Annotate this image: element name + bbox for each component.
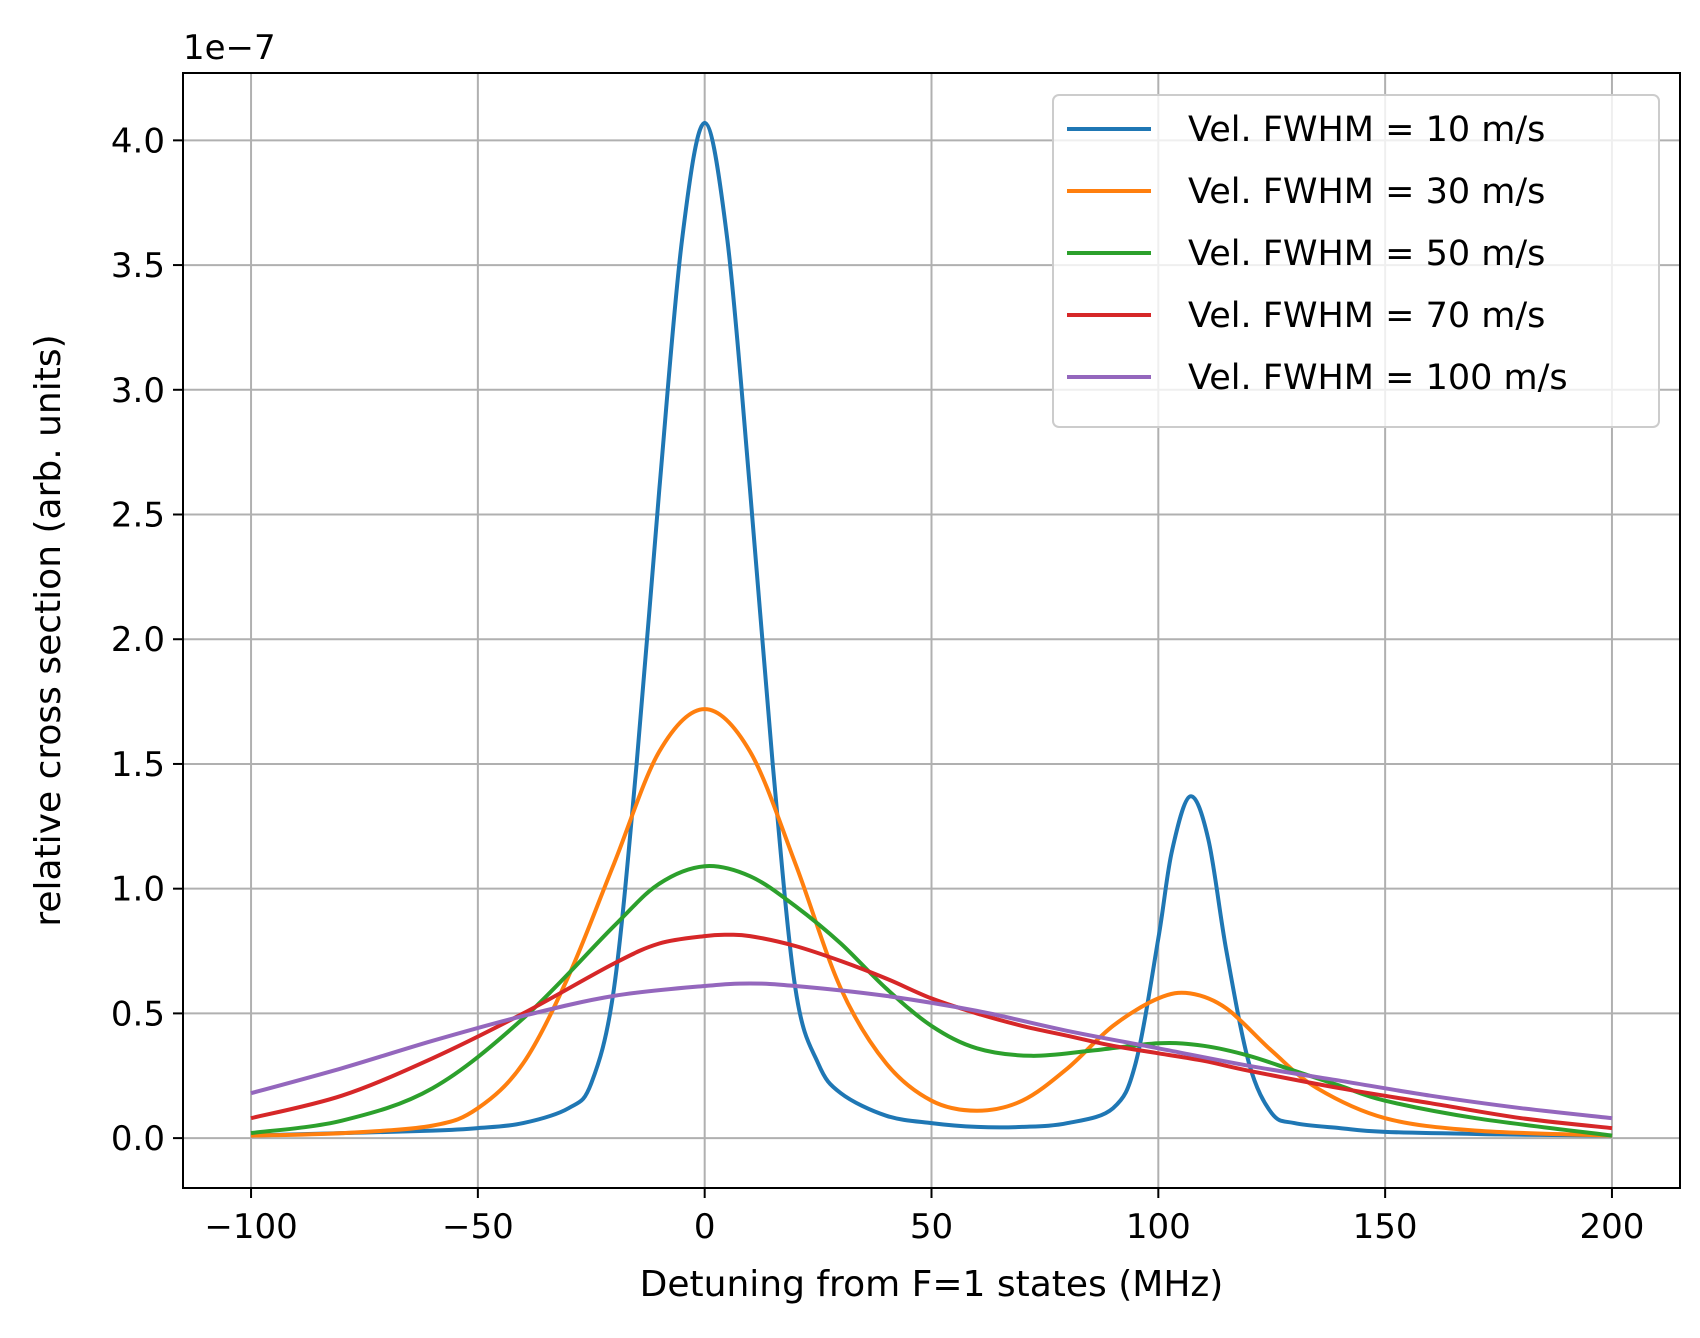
x-tick-label: 50 bbox=[910, 1207, 953, 1247]
y-tick-label: 3.5 bbox=[111, 246, 165, 286]
y-tick-label: 1.5 bbox=[111, 745, 165, 785]
y-tick-label: 0.0 bbox=[111, 1119, 165, 1159]
legend-box bbox=[1052, 94, 1660, 428]
x-tick-label: 150 bbox=[1353, 1207, 1418, 1247]
y-axis-title: relative cross section (arb. units) bbox=[28, 334, 69, 926]
series-line-3 bbox=[250, 932, 1613, 1131]
y-tick-label: 3.0 bbox=[111, 371, 165, 411]
series-lines bbox=[250, 120, 1613, 1138]
x-tick-label: 100 bbox=[1126, 1207, 1191, 1247]
x-tick-label: 0 bbox=[694, 1207, 716, 1247]
x-tick-label: 200 bbox=[1580, 1207, 1645, 1247]
x-tick-label: −50 bbox=[442, 1207, 514, 1247]
y-tick-label: 2.0 bbox=[111, 620, 165, 660]
y-tick-label: 4.0 bbox=[111, 121, 165, 161]
legend-label-1: Vel. FWHM = 30 m/s bbox=[1188, 172, 1545, 212]
legend-label-3: Vel. FWHM = 70 m/s bbox=[1188, 296, 1545, 336]
y-tick-label: 0.5 bbox=[111, 994, 165, 1034]
y-offset-label: 1e−7 bbox=[183, 28, 276, 68]
legend-label-4: Vel. FWHM = 100 m/s bbox=[1188, 358, 1568, 398]
legend-label-2: Vel. FWHM = 50 m/s bbox=[1188, 234, 1545, 274]
y-tick-label: 1.0 bbox=[111, 870, 165, 910]
x-axis-title: Detuning from F=1 states (MHz) bbox=[640, 1264, 1224, 1305]
axis-ticks: −100 −50 0 50 100 150 200 0.0 0.5 1.0 1.5 2.0 2.5 3.0… bbox=[111, 121, 1644, 1247]
legend: Vel. FWHM = 10 m/s Vel. FWHM = 30 m/s Vel.… bbox=[1052, 94, 1660, 428]
legend-label-0: Vel. FWHM = 10 m/s bbox=[1188, 110, 1545, 150]
x-tick-label: −100 bbox=[204, 1207, 297, 1247]
series-line-0 bbox=[250, 120, 1613, 1138]
series-line-4 bbox=[250, 981, 1613, 1121]
y-tick-label: 2.5 bbox=[111, 496, 165, 536]
series-line-1 bbox=[250, 707, 1613, 1138]
